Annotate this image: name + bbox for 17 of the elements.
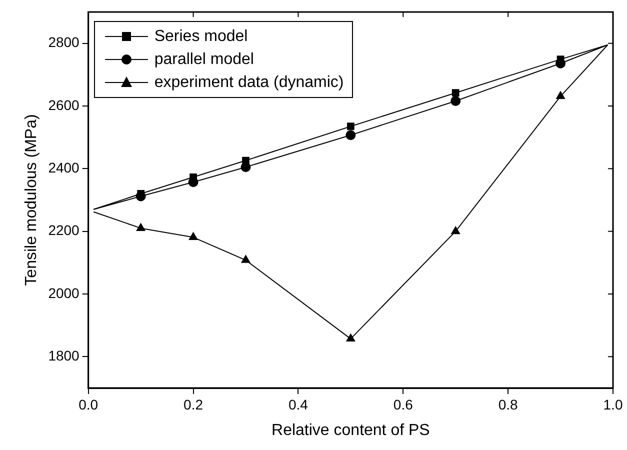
y-axis-title: Tensile modulous (MPa) [23, 114, 40, 286]
x-axis-title: Relative content of PS [272, 422, 430, 439]
y-tick-label: 2200 [48, 222, 80, 238]
y-tick-label: 2600 [48, 96, 80, 113]
legend-label: parallel model [154, 50, 254, 70]
y-tick-label: 2400 [48, 160, 80, 176]
y-tick-label: 2800 [48, 34, 80, 50]
legend-label: experiment data (dynamic) [154, 73, 344, 93]
y-tick-label: 1800 [48, 348, 80, 364]
x-tick-label: 0.2 [184, 396, 204, 412]
x-tick-label: 0.6 [393, 396, 414, 412]
x-tick-label: 0.8 [498, 396, 518, 412]
x-tick-label: 0.4 [288, 396, 308, 412]
x-tick-label: 1.0 [603, 396, 623, 412]
x-tick-label: 0.0 [78, 396, 98, 412]
legend-label: Series model [154, 27, 248, 47]
y-tick-label: 2000 [48, 284, 80, 301]
